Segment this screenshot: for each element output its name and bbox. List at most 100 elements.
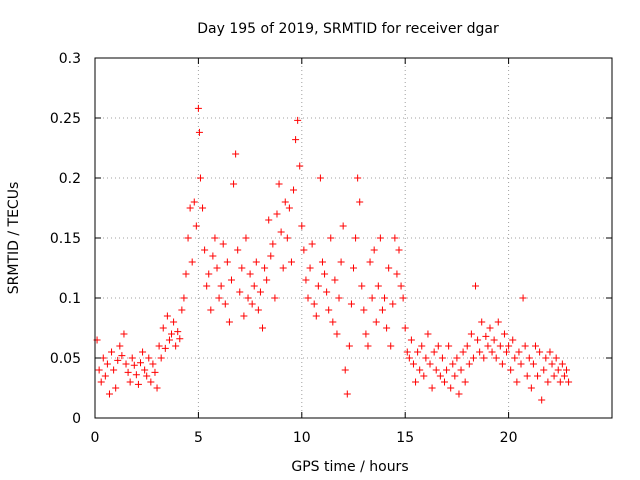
data-point [480, 354, 488, 362]
data-point [323, 288, 331, 296]
y-tick-label: 0.25 [50, 111, 81, 127]
data-point [465, 360, 473, 368]
data-point [188, 258, 196, 266]
data-point [149, 360, 157, 368]
data-point [525, 354, 533, 362]
data-point [110, 366, 118, 374]
data-point [476, 348, 484, 356]
data-point [484, 342, 492, 350]
data-point [267, 252, 275, 260]
data-point [563, 366, 571, 374]
data-point [199, 204, 207, 212]
data-point [457, 366, 465, 374]
data-point [316, 174, 324, 182]
data-point [192, 222, 200, 230]
data-point [381, 294, 389, 302]
data-point [184, 234, 192, 242]
data-point [438, 354, 446, 362]
data-point [472, 282, 480, 290]
data-point [552, 354, 560, 362]
data-point [432, 366, 440, 374]
data-point [163, 312, 171, 320]
data-point [399, 294, 407, 302]
data-point [422, 354, 430, 362]
data-point [463, 342, 471, 350]
data-point [366, 258, 374, 266]
data-point [271, 294, 279, 302]
data-point [306, 264, 314, 272]
data-point [126, 378, 134, 386]
data-point [182, 270, 190, 278]
data-point [498, 360, 506, 368]
data-point [207, 306, 215, 314]
chart-title: Day 195 of 2019, SRMTID for receiver dga… [197, 21, 499, 37]
data-point [536, 348, 544, 356]
y-tick-label: 0 [72, 411, 81, 427]
data-point [263, 276, 271, 284]
y-tick-label: 0.15 [50, 231, 81, 247]
data-point [368, 294, 376, 302]
data-point [389, 300, 397, 308]
data-point [275, 180, 283, 188]
data-point [101, 372, 109, 380]
data-point [554, 366, 562, 374]
data-point [426, 360, 434, 368]
data-point [469, 354, 477, 362]
data-point [256, 288, 264, 296]
data-point [95, 366, 103, 374]
data-point [505, 342, 513, 350]
data-point [252, 258, 260, 266]
data-point [391, 234, 399, 242]
data-point [354, 174, 362, 182]
data-point [507, 366, 515, 374]
data-point [259, 324, 267, 332]
data-point [223, 258, 231, 266]
data-point [461, 378, 469, 386]
data-point [474, 336, 482, 344]
data-point [409, 360, 417, 368]
data-point [370, 246, 378, 254]
data-point [445, 342, 453, 350]
data-point [108, 348, 116, 356]
data-point [143, 372, 151, 380]
data-point [453, 354, 461, 362]
data-point [393, 270, 401, 278]
data-point [407, 336, 415, 344]
data-point [496, 342, 504, 350]
data-point [230, 180, 238, 188]
data-point [246, 270, 254, 278]
data-point [347, 300, 355, 308]
y-tick-label: 0.2 [59, 171, 81, 187]
data-point [225, 318, 233, 326]
data-point [335, 294, 343, 302]
data-point [308, 240, 316, 248]
data-point [436, 372, 444, 380]
data-point [201, 246, 209, 254]
tick-labels: 0 5 10 15 20 0 0.05 0.1 0.15 0.2 0.25 0.3 [50, 51, 518, 446]
data-point [151, 368, 159, 376]
data-point [341, 366, 349, 374]
data-point [141, 366, 149, 374]
data-point [395, 246, 403, 254]
data-point [443, 366, 451, 374]
data-point [273, 210, 281, 218]
x-tick-label: 10 [293, 430, 311, 446]
x-tick-label: 0 [91, 430, 100, 446]
data-point [412, 378, 420, 386]
data-point [159, 324, 167, 332]
data-point [153, 384, 161, 392]
data-point [236, 288, 244, 296]
data-point [513, 378, 521, 386]
data-point [451, 372, 459, 380]
data-point [277, 228, 285, 236]
data-point [105, 390, 113, 398]
data-point [337, 258, 345, 266]
data-point [556, 378, 564, 386]
data-point [331, 276, 339, 284]
data-point [211, 234, 219, 242]
data-point [130, 361, 138, 369]
data-point [203, 282, 211, 290]
data-point [478, 318, 486, 326]
data-point [542, 354, 550, 362]
